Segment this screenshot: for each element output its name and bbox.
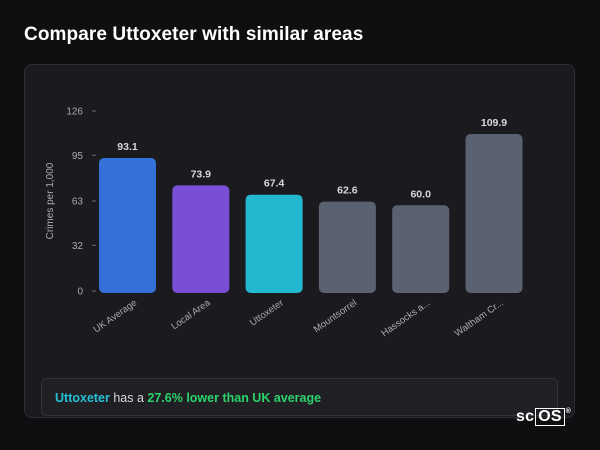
bar (465, 134, 523, 293)
x-tick-label: Waltham Cr... (453, 297, 506, 339)
bar-value-label: 62.6 (337, 185, 358, 197)
comparison-summary: Uttoxeter has a 27.6% lower than UK aver… (41, 378, 558, 416)
y-tick-label: 95 (72, 151, 84, 162)
x-tick-label: UK Average (92, 297, 140, 335)
bar (245, 194, 303, 293)
x-tick-label: Local Area (169, 297, 213, 332)
bar-chart: Crimes per 1,000 0 32 63 95 126 93.1 UK Average… (45, 107, 523, 339)
logo-registered-mark: ® (565, 408, 572, 415)
bar (99, 158, 156, 293)
bar-value-label: 60.0 (410, 188, 431, 200)
bar-value-label: 73.9 (191, 168, 212, 180)
summary-difference: 27.6% lower than UK average (147, 391, 322, 405)
y-tick-label: 0 (77, 287, 83, 298)
bar (318, 201, 376, 293)
chart-card: Crimes per 1,000 0 32 63 95 126 93.1 UK Average… (24, 64, 575, 418)
bar-value-label: 109.9 (481, 117, 507, 129)
logo-box-text: OS (535, 408, 565, 426)
y-tick-label: 32 (72, 241, 84, 252)
bar-value-label: 93.1 (117, 141, 138, 153)
brand-logo: sc OS ® (516, 408, 571, 426)
y-axis-title: Crimes per 1,000 (45, 162, 56, 239)
bar-value-label: 67.4 (264, 178, 285, 190)
summary-text: has a (109, 391, 148, 405)
summary-area-name: Uttoxeter (55, 391, 110, 405)
x-tick-label: Mountsorrel (312, 297, 359, 335)
page-title: Compare Uttoxeter with similar areas (24, 24, 364, 45)
logo-text: sc (516, 408, 535, 425)
y-tick-label: 126 (66, 107, 83, 118)
y-tick-label: 63 (72, 197, 84, 208)
x-tick-label: Hassocks a... (379, 297, 432, 339)
bar (172, 185, 230, 293)
x-tick-label: Uttoxeter (248, 297, 286, 328)
bar (392, 205, 450, 293)
